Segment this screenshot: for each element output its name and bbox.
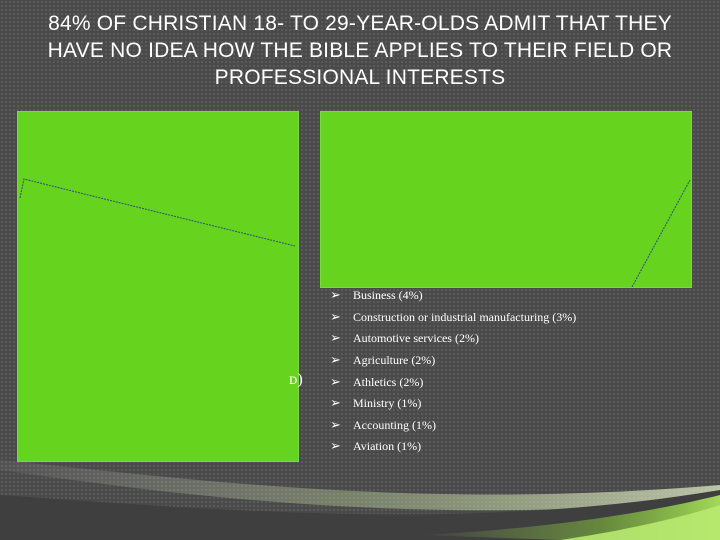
career-list: ➢ Business (4%) ➢ Construction or industri… [330, 285, 576, 458]
list-item-label: Accounting (1%) [353, 417, 436, 432]
list-item-label: Business (4%) [353, 288, 423, 303]
list-item: ➢ Ministry (1%) [330, 393, 576, 415]
list-item: ➢ Automotive services (2%) [330, 328, 576, 350]
arrow-bullet-icon: ➢ [330, 288, 341, 304]
list-item: ➢ Athletics (2%) [330, 371, 576, 393]
list-item: ➢ Construction or industrial manufacturin… [330, 307, 576, 329]
arrow-bullet-icon: ➢ [330, 353, 341, 369]
arrow-bullet-icon: ➢ [330, 417, 341, 433]
list-item: ➢ Aviation (1%) [330, 436, 576, 458]
list-item-label: Athletics (2%) [353, 374, 424, 389]
clipped-text-fragment: ᴅ) [289, 371, 303, 388]
slide-title: 84% OF CHRISTIAN 18- TO 29-YEAR-OLDS ADM… [47, 12, 673, 89]
arrow-bullet-icon: ➢ [330, 396, 341, 412]
right-green-panel [320, 111, 692, 288]
left-green-panel [17, 111, 299, 462]
arrow-bullet-icon: ➢ [330, 439, 341, 455]
arrow-bullet-icon: ➢ [330, 309, 341, 325]
list-item-label: Ministry (1%) [353, 396, 422, 411]
list-item-label: Agriculture (2%) [353, 353, 436, 368]
list-item-label: Automotive services (2%) [353, 331, 479, 346]
arrow-bullet-icon: ➢ [330, 374, 341, 390]
list-item-label: Construction or industrial manufacturing… [353, 309, 577, 324]
list-item: ➢ Accounting (1%) [330, 415, 576, 437]
arrow-bullet-icon: ➢ [330, 331, 341, 347]
list-item: ➢ Agriculture (2%) [330, 350, 576, 372]
list-item: ➢ Business (4%) [330, 285, 576, 307]
decorative-swoosh [0, 460, 720, 540]
list-item-label: Aviation (1%) [353, 439, 422, 454]
